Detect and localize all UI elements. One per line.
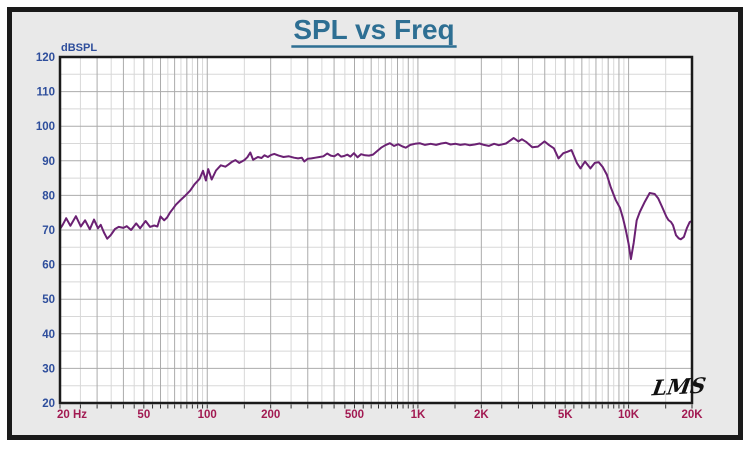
y-tick-label: 20 [42,398,55,410]
y-tick-label: 110 [36,87,55,99]
y-tick-label: 70 [42,225,55,237]
lms-logo-group: LMS [650,374,708,402]
spl-curve [59,137,693,261]
lms-logo: LMS [650,374,708,402]
y-tick-label: 60 [42,260,55,272]
y-tick-label: 120 [36,52,55,64]
chart-title: SPL vs Freq [293,14,454,45]
x-tick-label: 20K [681,409,703,421]
spl-curve-layer [59,137,693,261]
x-tick-label: 200 [261,409,280,421]
x-tick-label: 1K [411,409,426,421]
x-tick-label: 2K [474,409,489,421]
y-tick-label: 50 [42,294,55,306]
y-axis-labels: 120 110 100 90 80 70 60 50 40 30 20 [36,52,55,410]
y-tick-label: 30 [42,363,55,375]
y-tick-label: 100 [36,121,55,133]
y-tick-label: 80 [42,190,55,202]
x-tick-label: 5K [558,409,573,421]
plot-border [58,55,694,405]
x-tick-label: 20 Hz [57,409,87,421]
x-tick-label: 50 [137,409,150,421]
y-axis-units-label: dBSPL [61,42,97,54]
y-tick-label: 90 [42,156,55,168]
x-tick-label: 500 [345,409,364,421]
x-tick-label: 10K [618,409,640,421]
y-tick-label: 40 [42,329,55,341]
x-tick-label: 100 [198,409,217,421]
x-axis-labels: 20 Hz 50 100 200 500 1K 2K 5K 10K 20K [57,409,703,421]
axis-tick-marks [59,404,693,409]
